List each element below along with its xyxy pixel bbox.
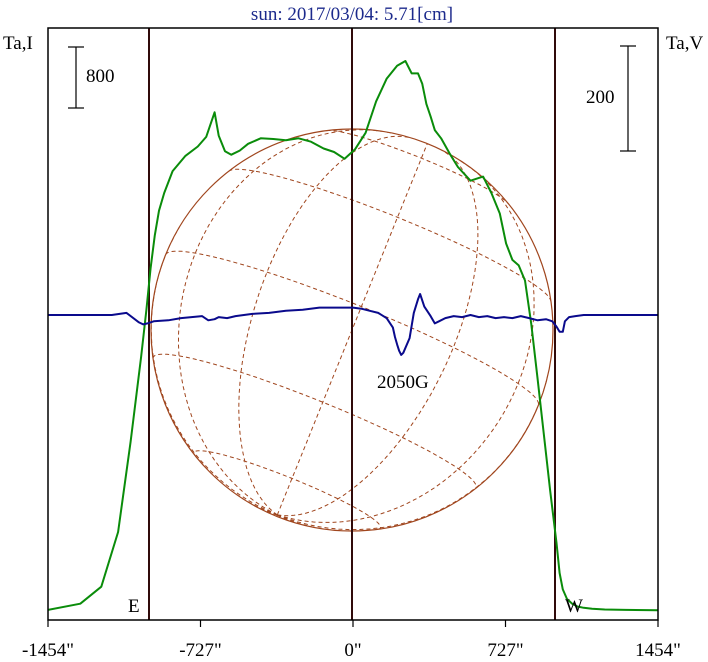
chart-title: sun: 2017/03/04: 5.71[cm]	[251, 4, 453, 25]
longitude-line	[277, 159, 535, 523]
longitude-line	[151, 226, 278, 516]
left-scale-bar-label: 800	[86, 66, 115, 87]
longitude-line	[238, 135, 413, 516]
longitude-line	[276, 143, 428, 516]
left-axis-label: Ta,I	[3, 33, 33, 54]
annotation-field-strength: 2050G	[377, 372, 429, 393]
west-limb-label: W	[565, 596, 583, 617]
latitude-line	[152, 353, 477, 489]
latitude-line	[193, 450, 382, 530]
longitude-line	[178, 129, 393, 516]
longitude-line	[277, 375, 549, 531]
latitude-line	[326, 130, 510, 205]
x-tick-label: -727"	[179, 640, 222, 661]
data-curves	[48, 60, 658, 612]
longitude-line	[277, 149, 479, 517]
right-axis-label: Ta,V	[666, 33, 703, 54]
right-scale-bar-label: 200	[586, 87, 615, 108]
x-tick-label: 1454"	[635, 640, 681, 661]
x-tick-label: -1454"	[22, 640, 74, 661]
series-stokes-i-line	[48, 60, 658, 612]
solar-disk-grid	[150, 128, 554, 532]
limb-and-center-lines	[148, 28, 556, 620]
east-limb-label: E	[128, 596, 140, 617]
x-axis-ticks: -1454" -727" 0" 727" 1454"	[22, 620, 681, 661]
latitude-line	[228, 168, 552, 302]
left-scale-bar	[68, 46, 84, 109]
x-tick-label: 0"	[344, 640, 361, 661]
x-tick-label: 727"	[487, 640, 523, 661]
right-scale-bar	[620, 45, 636, 152]
series-stokes-v-line	[48, 293, 658, 356]
